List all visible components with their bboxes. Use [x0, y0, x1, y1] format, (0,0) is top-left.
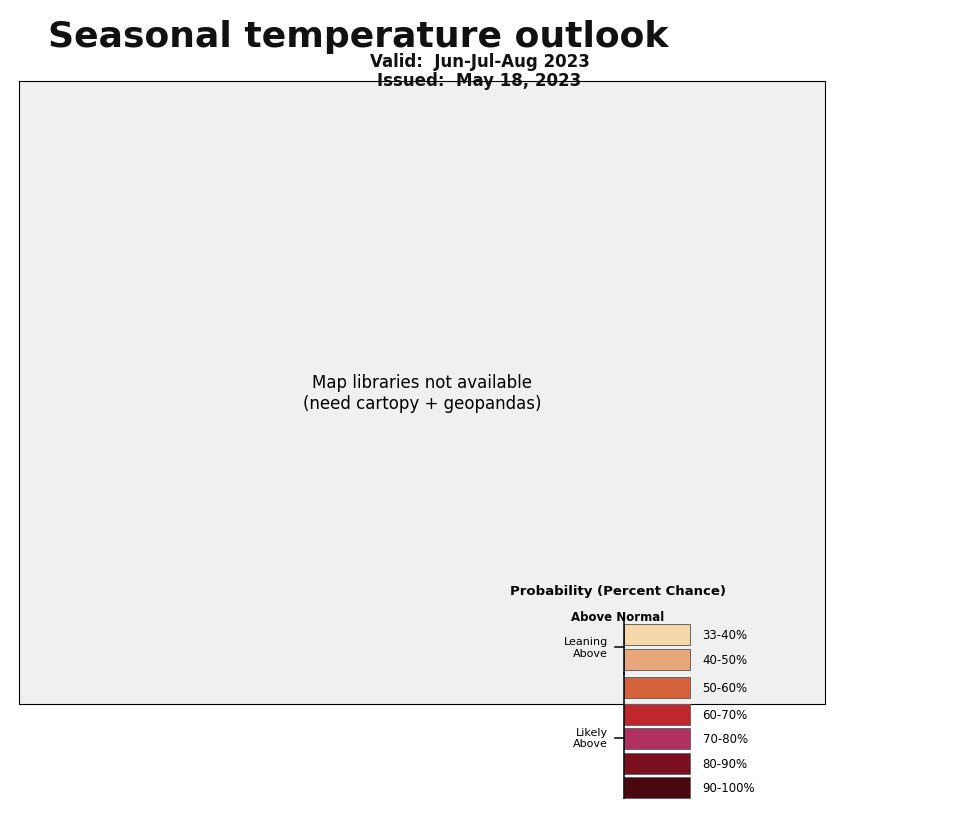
Text: 33-40%: 33-40%	[703, 628, 748, 641]
Text: Map libraries not available
(need cartopy + geopandas): Map libraries not available (need cartop…	[303, 373, 541, 413]
Text: 50-60%: 50-60%	[703, 681, 748, 695]
Text: Above Normal: Above Normal	[572, 610, 665, 623]
FancyBboxPatch shape	[624, 728, 690, 749]
Text: Probability (Percent Chance): Probability (Percent Chance)	[510, 584, 726, 597]
Text: 80-90%: 80-90%	[703, 757, 748, 770]
Text: Seasonal temperature outlook: Seasonal temperature outlook	[48, 20, 668, 54]
Text: Likely
Above: Likely Above	[573, 727, 608, 749]
FancyBboxPatch shape	[624, 677, 690, 699]
FancyBboxPatch shape	[624, 777, 690, 798]
Text: 60-70%: 60-70%	[703, 708, 748, 721]
Text: 90-100%: 90-100%	[703, 781, 755, 794]
FancyBboxPatch shape	[624, 753, 690, 774]
FancyBboxPatch shape	[624, 624, 690, 645]
Text: Issued:  May 18, 2023: Issued: May 18, 2023	[378, 72, 581, 90]
FancyBboxPatch shape	[624, 649, 690, 670]
Text: Leaning
Above: Leaning Above	[564, 636, 608, 658]
Text: 40-50%: 40-50%	[703, 653, 748, 666]
Text: 70-80%: 70-80%	[703, 732, 748, 745]
Text: Valid:  Jun-Jul-Aug 2023: Valid: Jun-Jul-Aug 2023	[369, 53, 590, 71]
FancyBboxPatch shape	[624, 704, 690, 725]
